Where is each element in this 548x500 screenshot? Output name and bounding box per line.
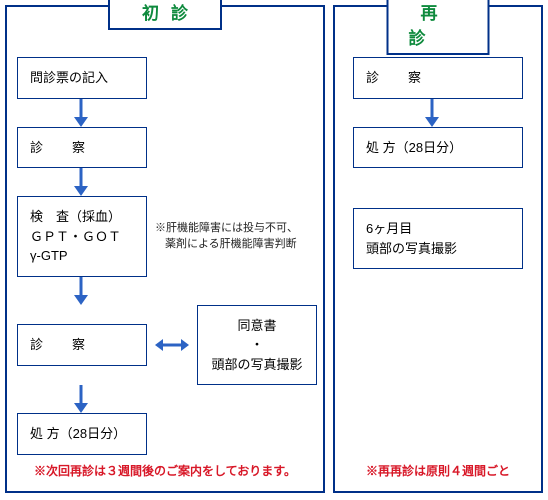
consent-l3: 頭部の写真撮影 [210, 355, 304, 375]
consent-l2: ・ [210, 335, 304, 355]
6month-l1: 6ヶ月目 [366, 219, 510, 239]
bloodtest-note-l2: 薬剤による肝機能障害判断 [155, 236, 298, 253]
panel-title-return: 再診 [387, 0, 490, 55]
panel-first-visit: 初診 問診票の記入 診 察 検 査（採血） ＧＰＴ・ＧＯＴ γ-GTP [5, 5, 325, 493]
arrow-down-icon [72, 277, 90, 305]
flow-left: 問診票の記入 診 察 検 査（採血） ＧＰＴ・ＧＯＴ γ-GTP ※肝機能障害に… [17, 57, 313, 455]
bloodtest-line3: γ-GTP [30, 246, 134, 266]
node-questionnaire: 問診票の記入 [17, 57, 147, 99]
node-bloodtest: 検 査（採血） ＧＰＴ・ＧＯＴ γ-GTP [17, 196, 147, 277]
node-prescription: 処 方（28日分） [17, 413, 147, 455]
node-consent: 同意書 ・ 頭部の写真撮影 [197, 305, 317, 386]
panel-title-first: 初診 [108, 0, 222, 30]
double-arrow-icon [155, 337, 189, 353]
spacer [353, 168, 523, 208]
node-exam-1-label: 診 察 [30, 140, 93, 155]
node-exam-2: 診 察 [17, 324, 147, 366]
row-exam-2: 診 察 同意書 ・ 頭部の写真撮影 [17, 305, 317, 386]
bloodtest-note-l1: ※肝機能障害には投与不可、 [155, 220, 298, 237]
flow-right: 診 察 処 方（28日分） 6ヶ月目 頭部の写真撮影 [345, 57, 531, 269]
footer-note-left: ※次回再診は３週間後のご案内をしております。 [17, 462, 313, 479]
node-exam-r1-label: 診 察 [366, 70, 429, 85]
panel-return-visit: 再診 診 察 処 方（28日分） 6ヶ月目 頭部の写真撮影 ※再再診は原則４週間… [333, 5, 543, 493]
node-exam-r1: 診 察 [353, 57, 523, 99]
arrow-down-icon [72, 385, 90, 413]
footer-note-right: ※再再診は原則４週間ごと [345, 462, 531, 479]
node-prescription-r: 処 方（28日分） [353, 127, 523, 169]
node-6month: 6ヶ月目 頭部の写真撮影 [353, 208, 523, 269]
consent-l1: 同意書 [210, 316, 304, 336]
bloodtest-note: ※肝機能障害には投与不可、 薬剤による肝機能障害判断 [155, 220, 298, 253]
6month-l2: 頭部の写真撮影 [366, 239, 510, 259]
bloodtest-line2: ＧＰＴ・ＧＯＴ [30, 227, 134, 247]
arrow-down-icon [423, 99, 523, 127]
arrow-down-icon [72, 168, 90, 196]
node-exam-2-label: 診 察 [30, 337, 93, 352]
bloodtest-line1: 検 査（採血） [30, 207, 134, 227]
arrow-down-icon [72, 99, 90, 127]
node-exam-1: 診 察 [17, 127, 147, 169]
row-bloodtest: 検 査（採血） ＧＰＴ・ＧＯＴ γ-GTP ※肝機能障害には投与不可、 薬剤によ… [17, 196, 298, 277]
